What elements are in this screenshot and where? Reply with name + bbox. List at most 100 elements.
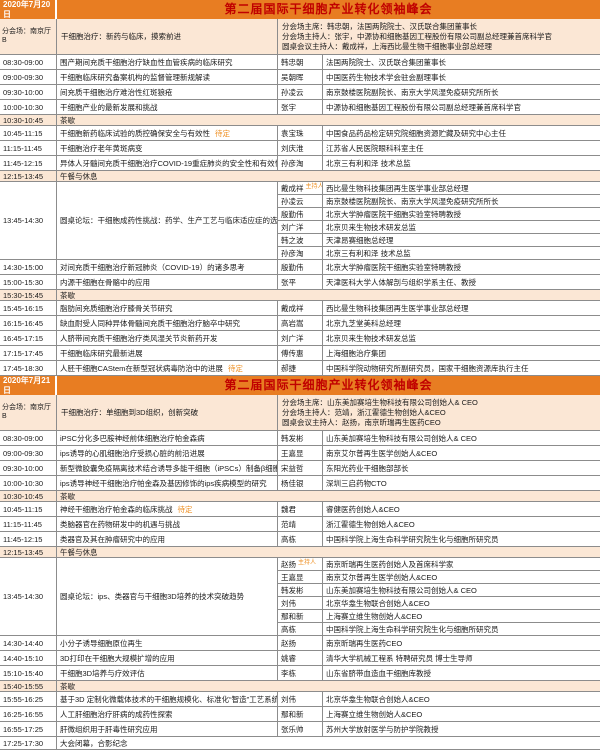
- affiliation-cell: 深圳三启药物CTO: [326, 478, 387, 488]
- time-cell: 16:55-17:25: [0, 722, 57, 736]
- tbd-badge: 待定: [177, 504, 193, 514]
- topic-text: 内源干细胞在骨骼中的应用: [60, 277, 150, 287]
- topic-text: 肝微组织用于肝毒性研究应用: [60, 724, 158, 734]
- schedule-row: 16:15-16:45 缺血耐受人同种异体骨髓间充质干细胞治疗脑卒中研究 高岩嵩 北京…: [0, 316, 600, 331]
- panelist-affiliation: 南京鼓楼医院副院长、南京大学风湿免疫研究所所长: [326, 196, 499, 206]
- time-cell: 09:30-10:00: [0, 461, 57, 475]
- day-date: 2020年7月20日: [0, 0, 57, 19]
- schedule-row: 16:25-16:55 人工肝细胞治疗肝病的成药性探索 鄢和新 上海赛立维生物创始人&…: [0, 707, 600, 722]
- affiliation-cell: 东阳光药业干细胞部部长: [326, 463, 409, 473]
- time-cell: 10:00-10:30: [0, 100, 57, 114]
- summit-title: 第二届国际干细胞产业转化领袖峰会: [224, 2, 433, 17]
- topic-cell: 内源干细胞在骨骼中的应用: [57, 275, 278, 289]
- speaker-cell: 韩忠朝: [278, 55, 323, 69]
- affiliation-cell: 北京贝来生物技术研发总监: [326, 333, 416, 343]
- schedule-row: 14:30-14:40 小分子诱导细胞原位再生 赵扬 南京昕瑞再生医药CEO: [0, 636, 600, 651]
- panelist-name-text: 韩发彬: [281, 585, 304, 595]
- time-cell: 15:55-16:25: [0, 692, 57, 706]
- speaker-cell: 王嘉显: [278, 446, 323, 460]
- affiliation-cell: 中国科学院上海生命科学研究院生化与细胞所研究员: [326, 534, 499, 544]
- speaker-cell: 袁宝珠: [278, 126, 323, 140]
- panelist-affiliation: 北京华龛生物联合创始人&CEO: [326, 598, 430, 608]
- panelist-row: 韩之波 天津昂赛细胞总经理: [278, 234, 600, 247]
- speaker-cell: 刘广洋: [278, 331, 323, 345]
- day-section: 2020年7月21日 第二届国际干细胞产业转化领袖峰会分会场：南京厅B 干细胞治疗：…: [0, 376, 600, 750]
- day-date: 2020年7月21日: [0, 376, 57, 395]
- topic-cell: 3D打印在干细胞大规模扩增的应用: [57, 651, 278, 665]
- topic-text: 类脑器官在药物研发中的机遇与挑战: [60, 519, 180, 529]
- speaker-cell: 杨佳银: [278, 476, 323, 490]
- topic-text: 基于3D 定制化微载体技术的干细胞规模化、标准化“智造”工艺系统: [60, 694, 278, 704]
- break-row: 10:30-10:45 茶歇: [0, 491, 600, 502]
- topic-cell: 人脐带间充质干细胞治疗类风湿关节炎新药开发: [57, 331, 278, 345]
- time-cell: 12:15-13:45: [0, 171, 57, 181]
- topic-text: 人胚干细胞CAStem在新型冠状病毒防治中的进展: [60, 363, 223, 373]
- panelist-affiliation: 山东美加赛培生物科技有限公司创始人& CEO: [326, 585, 477, 595]
- panelist-row: 鄢和新 上海赛立维生物创始人&CEO: [278, 610, 600, 623]
- speaker-cell: 高岩嵩: [278, 316, 323, 330]
- topic-cell: 基于3D 定制化微载体技术的干细胞规模化、标准化“智造”工艺系统: [57, 692, 278, 706]
- venue-label: 分会场：南京厅B: [0, 19, 57, 54]
- time-cell: 12:15-13:45: [0, 547, 57, 557]
- topic-cell: 肝微组织用于肝毒性研究应用: [57, 722, 278, 736]
- panelist-affiliation: 上海赛立维生物创始人&CEO: [326, 611, 423, 621]
- topic-cell: 类器官及其在肿瘤研究中的应用: [57, 532, 278, 546]
- tbd-badge: 待定: [227, 363, 243, 373]
- topic-cell: 小分子诱导细胞原位再生: [57, 636, 278, 650]
- break-row: 10:30-10:45 茶歇: [0, 115, 600, 126]
- time-cell: 11:15-11:45: [0, 517, 57, 531]
- topic-text: 干细胞新药临床试验的质控确保安全与有效性: [60, 128, 210, 138]
- break-label: 茶歇: [60, 681, 75, 691]
- roundtable-row: 13:45-14:30 圆桌论坛：ips、类器官与干细胞3D培养的技术突破趋势 赵扬…: [0, 558, 600, 636]
- time-cell: 09:30-10:00: [0, 85, 57, 99]
- topic-text: 干细胞产业的最新发展和挑战: [60, 102, 158, 112]
- schedule-row: 15:10-15:40 干细胞3D培养与疗效评估 李栋 山东省脐带血造血干细胞库教授: [0, 666, 600, 681]
- topic-cell: 神经干细胞治疗帕金森的临床挑战 待定: [57, 502, 278, 516]
- schedule-row: 08:30-09:00 围产期间充质干细胞治疗缺血性血管疾病的临床研究 韩忠朝 法国两…: [0, 55, 600, 70]
- time-cell: 15:30-15:45: [0, 290, 57, 300]
- speaker-cell: 赵扬: [278, 636, 323, 650]
- speaker-cell: 范靖: [278, 517, 323, 531]
- speaker-cell: 刘伟: [278, 692, 323, 706]
- moderator-badge: 主持人: [305, 184, 323, 191]
- topic-cell: 围产期间充质干细胞治疗缺血性血管疾病的临床研究: [57, 55, 278, 69]
- break-row: 15:40-15:55 茶歇: [0, 681, 600, 692]
- session-theme: 干细胞治疗：新药与临床，摸索前进: [57, 19, 278, 54]
- schedule-row: 15:55-16:25 基于3D 定制化微载体技术的干细胞规模化、标准化“智造”工…: [0, 692, 600, 707]
- topic-text: 间充质干细胞治疗难治性红斑狼疮: [60, 87, 173, 97]
- roundtable-topic-cell: 圆桌论坛：ips、类器官与干细胞3D培养的技术突破趋势: [57, 558, 278, 635]
- panelist-affiliation: 南京艾尔普再生医学创始人&CEO: [326, 572, 438, 582]
- speaker-cell: 魏君: [278, 502, 323, 516]
- panelist-name-text: 戴成祥: [281, 183, 304, 193]
- panelist-name-text: 赵扬: [281, 559, 296, 569]
- topic-cell: 干细胞治疗老年黄斑病变: [57, 141, 278, 155]
- chair-line: 分会场主席：韩忠朝，法国两院院士、汉氏联合集团董事长: [282, 22, 477, 31]
- time-cell: 13:45-14:30: [0, 182, 57, 259]
- affiliation-cell: 上海赛立维生物创始人&CEO: [326, 709, 423, 719]
- schedule-row: 15:00-15:30 内源干细胞在骨骼中的应用 张平 天津医科大学人体解剖与组织学系…: [0, 275, 600, 290]
- time-cell: 11:45-12:15: [0, 156, 57, 170]
- topic-text: 新型微胶囊免疫隔离技术结合诱导多能干细胞（iPSCs）制备β细胞治疗糖尿病: [60, 463, 278, 473]
- schedule-row: 16:45-17:15 人脐带间充质干细胞治疗类风湿关节炎新药开发 刘广洋 北京贝来生…: [0, 331, 600, 346]
- topic-text: 对间充质干细胞治疗新冠肺炎（COVID-19）的诸多思考: [60, 262, 245, 272]
- topic-cell: 干细胞3D培养与疗效评估: [57, 666, 278, 680]
- break-label: 午餐与休息: [60, 547, 98, 557]
- topic-text: 干细胞3D培养与疗效评估: [60, 668, 145, 678]
- topic-cell: 类脑器官在药物研发中的机遇与挑战: [57, 517, 278, 531]
- panelist-name-text: 高栋: [281, 624, 296, 634]
- summit-title: 第二届国际干细胞产业转化领袖峰会: [224, 378, 433, 393]
- break-row: 15:30-15:45 茶歇: [0, 290, 600, 301]
- chair-line: 分会场主持人：张宇，中源协和细胞基因工程股份有限公司副总经理兼首席科学官: [282, 32, 552, 41]
- speaker-cell: 李栋: [278, 666, 323, 680]
- session-subheader: 分会场：南京厅B 干细胞治疗：单细胞到3D组织，创新突破 分会场主席：山东美加赛培生…: [0, 395, 600, 431]
- time-cell: 17:45-18:30: [0, 361, 57, 375]
- panelist-row: 王嘉显 南京艾尔普再生医学创始人&CEO: [278, 571, 600, 584]
- panel-list: 赵扬 主持人 南京昕瑞再生医药创始人及首席科学家 王嘉显 南京艾尔普再生医学创始人&CE…: [278, 558, 600, 635]
- affiliation-cell: 中国医药生物技术学会驻会副理事长: [326, 72, 446, 82]
- time-cell: 17:25-17:30: [0, 737, 57, 749]
- affiliation-cell: 北京华龛生物联合创始人&CEO: [326, 694, 430, 704]
- topic-cell: 新型微胶囊免疫隔离技术结合诱导多能干细胞（iPSCs）制备β细胞治疗糖尿病: [57, 461, 278, 475]
- session-theme: 干细胞治疗：单细胞到3D组织，创新突破: [57, 395, 278, 430]
- topic-cell: 干细胞临床研究最新进展: [57, 346, 278, 360]
- topic-text: 缺血耐受人同种异体骨髓间充质干细胞治疗脑卒中研究: [60, 318, 240, 328]
